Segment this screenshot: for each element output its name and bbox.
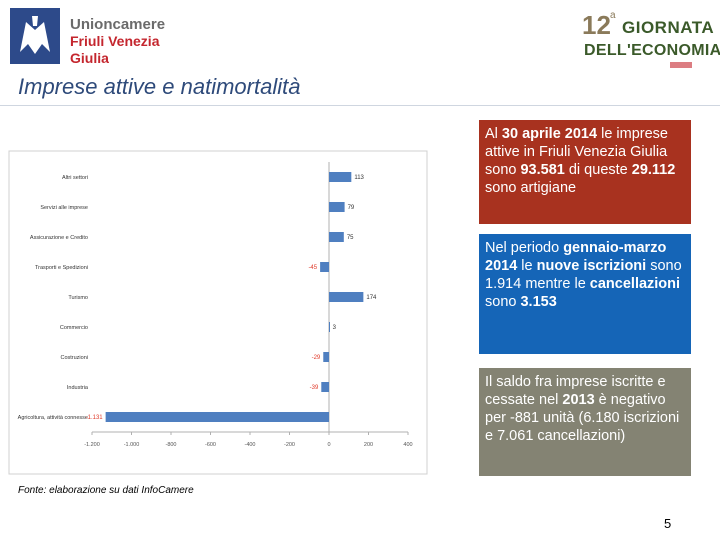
- category-label: Altri settori: [62, 175, 88, 181]
- category-label: Assicurazione e Credito: [30, 235, 88, 241]
- data-label: 79: [348, 205, 355, 211]
- red-box-text-5: 29.112: [631, 162, 676, 178]
- unioncamere-logo: Unioncamere Friuli Venezia Giulia: [8, 6, 198, 66]
- sector-balance-chart: -1.200 -1.000 -800 -600 -400 -200 0 200 400 Altri…: [8, 150, 428, 475]
- red-box-text-6: sono artigiane: [485, 180, 577, 196]
- x-tick-label: -800: [165, 442, 176, 448]
- blue-box-text-7: 3.153: [520, 294, 557, 310]
- x-tick-label: 400: [403, 442, 412, 448]
- event-tag-mark: [670, 62, 692, 68]
- red-box-text-1: 30 aprile 2014: [501, 126, 598, 142]
- category-label: Commercio: [60, 325, 88, 331]
- bar: [320, 262, 329, 272]
- info-box-active-firms: Al 30 aprile 2014 le imprese attive in F…: [479, 120, 691, 224]
- logo-line1: Unioncamere: [70, 16, 166, 33]
- red-box-text-3: 93.581: [520, 162, 565, 178]
- data-label: 75: [347, 235, 354, 241]
- blue-box-text-4: sono 1.914 mentre le: [485, 258, 682, 292]
- bar: [329, 232, 344, 242]
- info-box-balance: Il saldo fra imprese iscritte e cessate …: [479, 368, 691, 476]
- bar: [329, 172, 352, 182]
- bar: [323, 352, 329, 362]
- event-line1: GIORNATA: [622, 18, 715, 37]
- eagle-crest-icon: [10, 8, 60, 64]
- blue-box-text-0: Nel periodo: [485, 240, 564, 256]
- data-label: -45: [308, 265, 317, 271]
- source-note: Fonte: elaborazione su dati InfoCamere: [18, 485, 194, 496]
- blue-box-text-2: le: [517, 258, 537, 274]
- x-tick-label: 0: [327, 442, 330, 448]
- category-label: Agricoltura, attività connesse: [18, 415, 88, 421]
- logo-line2: Friuli Venezia Giulia: [70, 33, 160, 66]
- bar: [329, 292, 364, 302]
- info-box-registrations: Nel periodo gennaio-marzo 2014 le nuove …: [479, 234, 691, 354]
- blue-box-text-5: cancellazioni: [589, 276, 681, 292]
- gray-box-text-2: è negativo per -881 unità (6.180 iscrizi…: [485, 392, 680, 444]
- event-number: 12: [582, 10, 611, 40]
- giornata-economia-logo: 12 a GIORNATA DELL'ECONOMIA: [578, 8, 720, 70]
- bar: [321, 382, 329, 392]
- category-label: Turismo: [68, 295, 88, 301]
- gray-box-text-1: 2013: [562, 392, 595, 408]
- blue-box-text-1: gennaio-marzo 2014: [485, 240, 667, 274]
- x-tick-label: -600: [205, 442, 216, 448]
- data-label: 174: [366, 295, 377, 301]
- bar: [329, 202, 345, 212]
- blue-box-text-6: sono: [485, 294, 521, 310]
- x-tick-label: -400: [244, 442, 255, 448]
- chart-svg: -1.200 -1.000 -800 -600 -400 -200 0 200 400 Altri…: [8, 150, 428, 475]
- blue-box-text-3: nuove iscrizioni: [536, 258, 647, 274]
- x-tick-label: 200: [364, 442, 373, 448]
- x-tick-label: -1.000: [124, 442, 140, 448]
- category-label: Costruzioni: [60, 355, 88, 361]
- red-box-text-0: Al: [485, 126, 502, 142]
- page-number: 5: [664, 516, 672, 531]
- category-label: Servizi alle imprese: [40, 205, 88, 211]
- bar: [329, 322, 330, 332]
- data-label: -29: [312, 355, 321, 361]
- category-label: Trasporti e Spedizioni: [35, 265, 88, 271]
- category-label: Industria: [67, 385, 89, 391]
- data-label: 113: [354, 175, 364, 181]
- page-title: Imprese attive e natimortalità: [18, 74, 301, 99]
- red-box-text-2: le imprese attive in Friuli Venezia Giul…: [485, 126, 668, 178]
- x-tick-label: -1.200: [84, 442, 100, 448]
- x-tick-label: -200: [284, 442, 295, 448]
- event-number-sup: a: [610, 10, 616, 21]
- chart-frame: [8, 150, 428, 475]
- data-label: 3: [333, 325, 337, 331]
- event-line2: DELL'ECONOMIA: [584, 42, 720, 59]
- title-divider: [0, 105, 720, 106]
- bar: [105, 412, 329, 422]
- data-label: -39: [310, 385, 319, 391]
- red-box-text-4: di queste: [564, 162, 632, 178]
- data-label: -1.131: [86, 415, 104, 421]
- gray-box-text-0: Il saldo fra imprese iscritte e cessate …: [485, 374, 666, 408]
